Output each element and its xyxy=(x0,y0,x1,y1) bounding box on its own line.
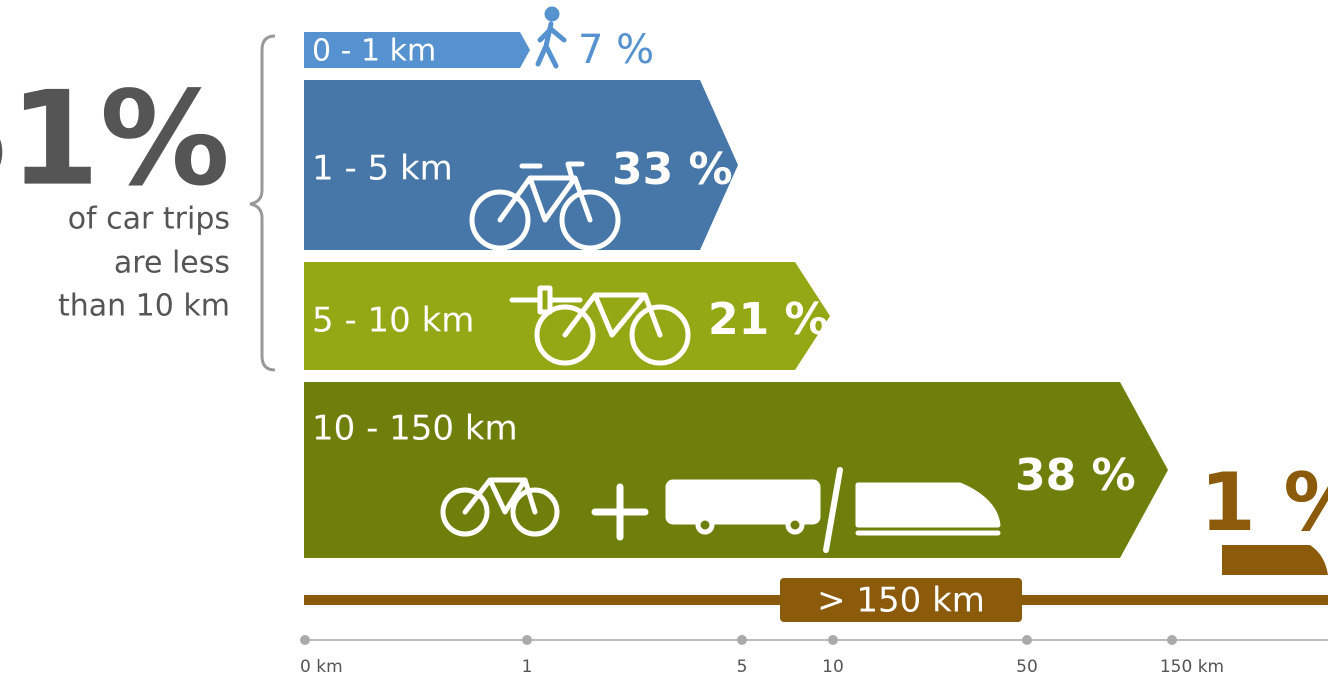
transit-icons xyxy=(440,467,1001,553)
axis-label: 150 km xyxy=(1160,657,1224,677)
axis-label: 5 xyxy=(737,657,748,677)
band-arrow xyxy=(304,262,830,370)
headline-line: are less xyxy=(114,246,230,281)
brace xyxy=(249,34,276,372)
axis-label: 10 xyxy=(822,657,844,677)
band-share: 38 % xyxy=(1015,450,1136,501)
headline-line: than 10 km xyxy=(58,289,230,324)
axis: 0 km 1 5 10 50 150 km xyxy=(300,635,1224,677)
band-share: 1 % xyxy=(1200,456,1328,549)
walk-icon xyxy=(535,6,567,69)
axis-dot xyxy=(300,635,310,645)
ebike-icon xyxy=(509,285,691,366)
axis-label: 0 km xyxy=(300,657,343,677)
axis-dot xyxy=(1022,635,1032,645)
axis-dot xyxy=(1167,635,1177,645)
band-share: 7 % xyxy=(578,27,654,73)
band-label: 10 - 150 km xyxy=(312,409,518,449)
axis-label: 1 xyxy=(522,657,533,677)
axis-dot xyxy=(828,635,838,645)
headline-line: of car trips xyxy=(68,202,230,237)
band-label: 5 - 10 km xyxy=(312,301,474,341)
axis-dot xyxy=(737,635,747,645)
train-icon xyxy=(1222,545,1328,575)
axis-label: 50 xyxy=(1016,657,1038,677)
band-arrow xyxy=(304,32,530,68)
band-share: 33 % xyxy=(612,144,733,195)
bike-icon xyxy=(469,161,621,251)
axis-dot xyxy=(522,635,532,645)
band-label: > 150 km xyxy=(817,581,985,621)
band-label: 1 - 5 km xyxy=(312,149,453,189)
headline-value: 61% xyxy=(0,63,230,215)
band-label: 0 - 1 km xyxy=(312,34,436,69)
band-share: 21 % xyxy=(708,294,829,345)
band-box xyxy=(780,578,1022,622)
